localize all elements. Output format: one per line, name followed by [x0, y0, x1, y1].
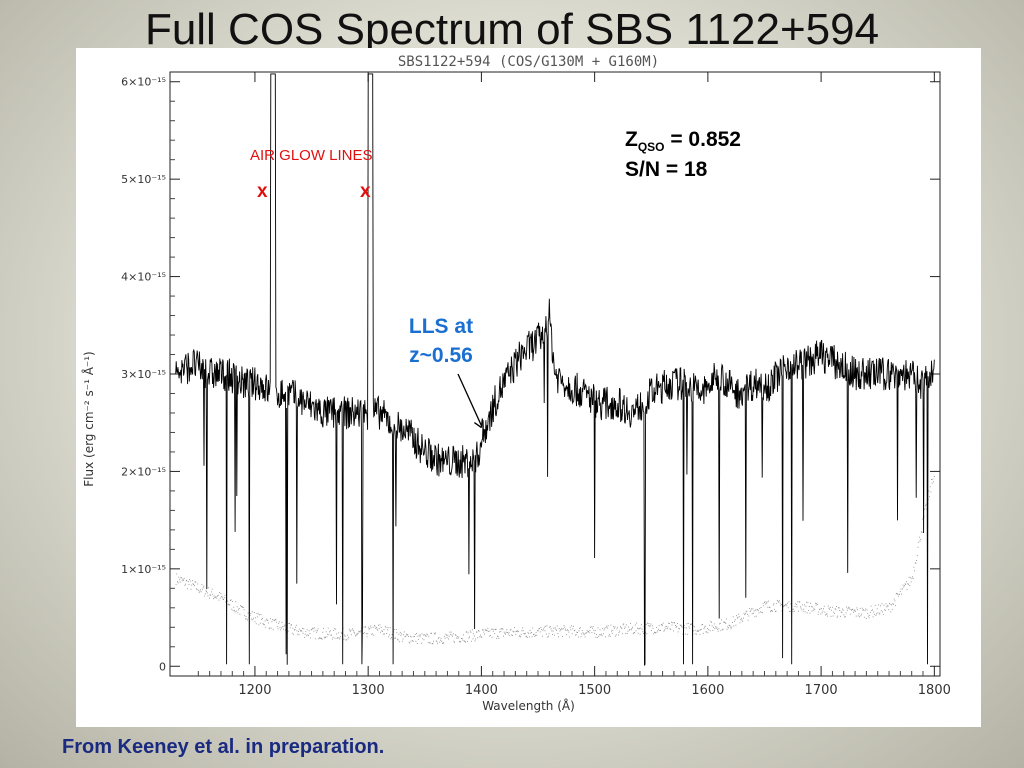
lls-arrowhead: [474, 418, 484, 429]
spectrum-chart: 1200 1300 1400 1500 1600 1700 1800 0 1×10⁻¹⁵ 2×10…: [121, 71, 951, 698]
y-tick-label: 3×10⁻¹⁵: [121, 368, 166, 381]
y-tick-label: 5×10⁻¹⁵: [121, 173, 166, 186]
x-tick-label: 1200: [238, 683, 271, 698]
airglow-marker-oi: x: [360, 181, 371, 202]
lls-arrow: [457, 373, 482, 426]
slide-title: Full COS Spectrum of SBS 1122+594: [144, 5, 880, 54]
x-tick-label: 1800: [918, 683, 951, 698]
source-caption: From Keeney et al. in preparation.: [62, 736, 385, 758]
y-tick-label: 0: [159, 660, 166, 673]
x-tick-label: 1400: [465, 683, 498, 698]
lls-line2: z~0.56: [409, 344, 473, 367]
lls-annotation: LLS at z~0.56: [376, 312, 506, 370]
x-tick-label: 1300: [352, 683, 385, 698]
x-tick-label: 1500: [578, 683, 611, 698]
plot-panel: 1200 1300 1400 1500 1600 1700 1800 0 1×10⁻¹⁵ 2×10…: [76, 48, 981, 727]
error-series: [175, 476, 935, 645]
zqso-annotation: ZQSO = 0.852: [625, 128, 741, 154]
sn-annotation: S/N = 18: [625, 158, 708, 181]
y-tick-label: 1×10⁻¹⁵: [121, 563, 166, 576]
flux-series: [175, 73, 935, 666]
chart-title: SBS1122+594 (COS/G130M + G160M): [397, 54, 660, 70]
x-axis-label: Wavelength (Å): [482, 699, 575, 713]
airglow-marker-lya: x: [257, 181, 268, 202]
airglow-label: AIR GLOW LINES: [250, 147, 373, 164]
x-tick-label: 1700: [805, 683, 838, 698]
zqso-symbol: Z: [625, 128, 638, 151]
zqso-value: = 0.852: [664, 128, 741, 151]
y-tick-label: 2×10⁻¹⁵: [121, 465, 166, 478]
lls-line1: LLS at: [408, 315, 474, 338]
y-tick-label: 4×10⁻¹⁵: [121, 271, 166, 284]
zqso-subscript: QSO: [637, 140, 665, 155]
x-tick-label: 1600: [691, 683, 724, 698]
y-axis-label: Flux (erg cm⁻² s⁻¹ Å⁻¹): [82, 351, 96, 487]
y-tick-label: 6×10⁻¹⁵: [121, 76, 166, 89]
